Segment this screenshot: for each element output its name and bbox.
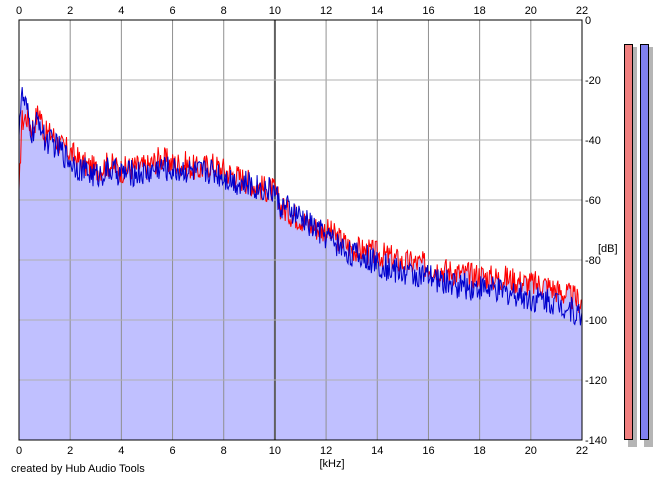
x-tick-label-top: 20 [525,5,537,17]
y-tick-label: -120 [585,375,607,387]
x-tick-label-bottom: 8 [221,445,227,457]
x-tick-label-bottom: 16 [422,445,434,457]
y-tick-label: -40 [585,135,601,147]
x-axis-label: [kHz] [319,458,344,470]
x-tick-label-top: 10 [269,5,281,17]
x-tick-label-top: 12 [320,5,332,17]
x-tick-label-top: 0 [16,5,22,17]
x-tick-label-bottom: 4 [118,445,124,457]
x-tick-label-top: 2 [67,5,73,17]
left-channel-level-meter [624,44,633,440]
x-tick-label-top: 18 [474,5,486,17]
y-tick-label: 0 [585,15,591,27]
x-tick-label-bottom: 2 [67,445,73,457]
right-channel-level-meter [640,44,649,440]
x-tick-label-bottom: 14 [371,445,383,457]
x-tick-label-bottom: 6 [169,445,175,457]
x-tick-label-top: 14 [371,5,383,17]
y-tick-label: -60 [585,195,601,207]
x-tick-label-bottom: 12 [320,445,332,457]
y-axis-label: [dB] [598,243,618,255]
x-tick-label-bottom: 0 [16,445,22,457]
x-tick-label-bottom: 20 [525,445,537,457]
y-tick-label: -140 [585,435,607,447]
x-tick-label-bottom: 10 [269,445,281,457]
x-tick-label-top: 8 [221,5,227,17]
x-tick-label-top: 4 [118,5,124,17]
x-tick-label-top: 22 [576,5,588,17]
right-channel-spectrum-line [18,87,583,326]
y-tick-label: -100 [585,315,607,327]
x-tick-label-top: 16 [422,5,434,17]
credit-text: created by Hub Audio Tools [11,463,145,475]
y-tick-label: -20 [585,75,601,87]
x-tick-label-top: 6 [169,5,175,17]
x-tick-label-bottom: 22 [576,445,588,457]
plot-border [18,19,583,441]
y-tick-label: -80 [585,255,601,267]
x-tick-label-bottom: 18 [474,445,486,457]
